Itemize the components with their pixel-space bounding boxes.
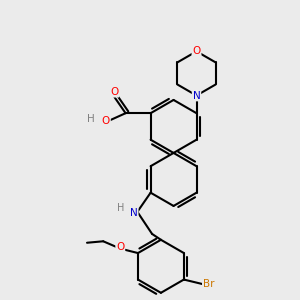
Text: O: O <box>102 116 110 126</box>
Text: O: O <box>110 87 118 97</box>
Text: H: H <box>118 203 125 213</box>
Text: O: O <box>192 46 201 56</box>
Text: N: N <box>130 208 138 218</box>
Text: N: N <box>193 91 200 100</box>
Text: O: O <box>116 242 124 252</box>
Text: Br: Br <box>203 279 214 289</box>
Text: H: H <box>87 114 95 124</box>
